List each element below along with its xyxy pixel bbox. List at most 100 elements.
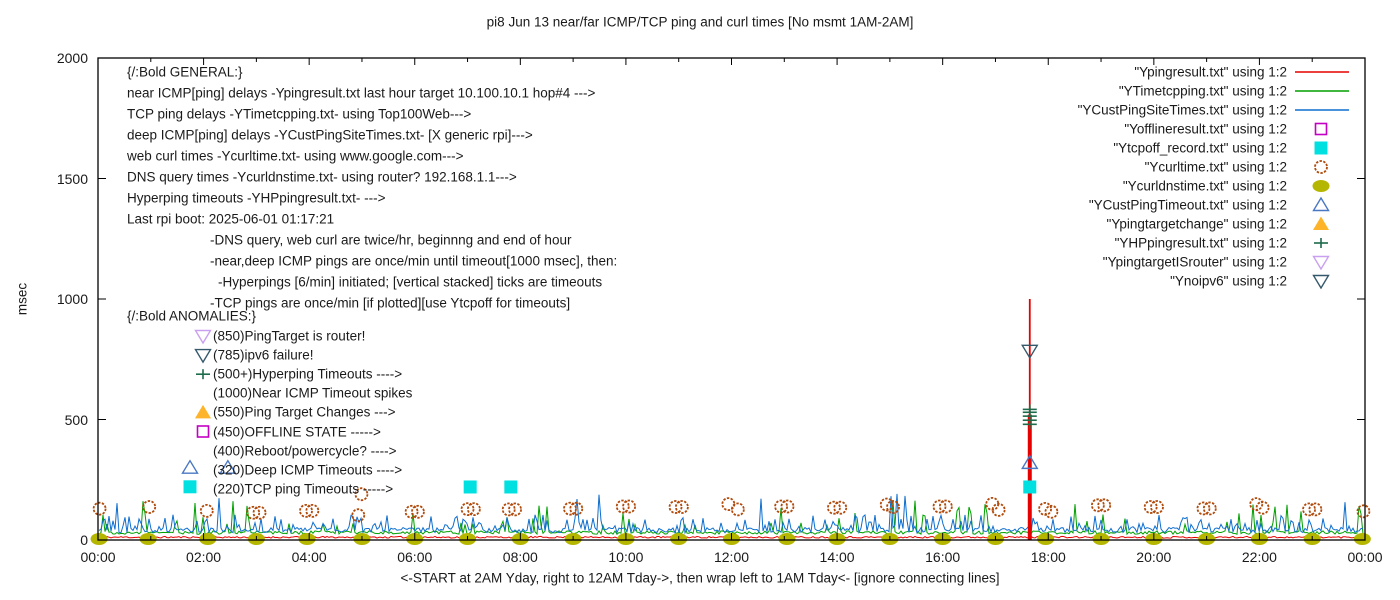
legend-item-label: "Ycurltime.txt" using 1:2 — [1144, 159, 1287, 175]
data-point-circle-open — [615, 499, 630, 514]
legend-item-label: "YCustPingSiteTimes.txt" using 1:2 — [1077, 102, 1287, 118]
anomaly-note-line: (785)ipv6 failure! — [213, 347, 314, 363]
data-point-circle-open — [460, 502, 475, 517]
data-point-circle-open — [886, 500, 900, 514]
y-tick-label: 2000 — [56, 50, 88, 66]
anomaly-note-line: (850)PingTarget is router! — [213, 328, 366, 344]
data-point-circle-open — [404, 504, 419, 519]
x-tick-label: 08:00 — [502, 549, 538, 565]
data-point-circle-open — [142, 500, 157, 514]
data-point-square-filled — [504, 480, 518, 494]
legend-item-label: "Ytcpoff_record.txt" using 1:2 — [1113, 140, 1287, 156]
data-point-circle-open — [991, 502, 1006, 517]
data-point-triangle-up-open — [1021, 454, 1039, 470]
legend-item-label: "YTimetcpping.txt" using 1:2 — [1118, 83, 1287, 99]
x-tick-label: 00:00 — [1347, 549, 1383, 565]
x-tick-label: 22:00 — [1241, 549, 1277, 565]
general-note-line: DNS query times -Ycurldnstime.txt- using… — [127, 169, 517, 185]
data-point-circle-filled — [199, 533, 217, 546]
x-axis-label: <-START at 2AM Yday, right to 12AM Tday-… — [400, 570, 1000, 586]
data-point-circle-open — [1356, 504, 1371, 519]
data-point-circle-open — [730, 502, 745, 517]
anomaly-key-triangle-up-open — [181, 459, 199, 474]
data-point-circle-open — [508, 502, 522, 517]
legend-sample-square-open — [1314, 122, 1328, 136]
legend-item-label: "Ypingtargetchange" using 1:2 — [1106, 216, 1287, 232]
anomaly-note-line: (320)Deep ICMP Timeouts ----> — [213, 462, 403, 478]
x-tick-label: 10:00 — [608, 549, 644, 565]
data-point-circle-open — [833, 500, 848, 515]
x-tick-label: 16:00 — [925, 549, 961, 565]
general-note-line: {/:Bold GENERAL:} — [127, 64, 243, 80]
legend-sample-triangle-down-open — [1312, 274, 1330, 290]
legend-sample-triangle-down-open — [1312, 255, 1330, 271]
chart-title: pi8 Jun 13 near/far ICMP/TCP ping and cu… — [486, 14, 914, 30]
data-point-circle-filled — [1037, 533, 1055, 546]
anomaly-key-triangle-up-filled — [195, 404, 211, 419]
legend-item-label: "YCustPingTimeout.txt" using 1:2 — [1088, 197, 1287, 213]
x-tick-label: 20:00 — [1136, 549, 1172, 565]
y-axis-label: msec — [14, 282, 30, 316]
general-note-line: Last rpi boot: 2025-06-01 01:17:21 — [127, 211, 335, 227]
data-point-circle-open — [305, 503, 320, 518]
data-point-circle-open — [1143, 500, 1158, 514]
data-point-circle-filled — [90, 533, 108, 546]
data-point-triangle-down-open — [1021, 344, 1039, 360]
data-point-circle-open — [569, 501, 584, 516]
legend-sample-circle-open — [1314, 160, 1328, 174]
x-tick-label: 06:00 — [397, 549, 433, 565]
data-point-circle-open — [1150, 500, 1164, 514]
data-point-circle-open — [1044, 504, 1059, 519]
data-point-circle-open — [1308, 502, 1323, 517]
data-point-circle-open — [252, 505, 267, 520]
data-point-circle-open — [879, 497, 894, 512]
data-point-circle-open — [938, 499, 953, 514]
x-tick-label: 04:00 — [291, 549, 327, 565]
data-point-circle-filled — [139, 533, 157, 546]
data-point-triangle-up-open — [219, 459, 237, 474]
y-tick-label: 500 — [64, 411, 88, 428]
y-tick-label: 1000 — [56, 291, 88, 307]
x-tick-label: 12:00 — [713, 549, 750, 565]
data-point-circle-open — [668, 500, 683, 514]
data-point-circle-open — [351, 508, 366, 523]
anomaly-key-triangle-down-open — [194, 348, 212, 364]
data-point-circle-open — [1249, 497, 1264, 511]
general-note-line: web curl times -Ycurltime.txt- using www… — [127, 148, 464, 164]
data-point-square-filled — [1023, 480, 1037, 494]
anomaly-key-square-filled — [183, 480, 197, 494]
general-note-line: -near,deep ICMP pings are once/min until… — [210, 253, 618, 269]
legend-item-label: "YHPpingresult.txt" using 1:2 — [1114, 235, 1287, 251]
data-point-circle-open — [1038, 502, 1052, 516]
anomaly-note-line: (500+)Hyperping Timeouts ----> — [213, 366, 403, 382]
general-note-line: -TCP pings are once/min [if plotted][use… — [210, 295, 571, 311]
legend-item-label: "Ynoipv6" using 1:2 — [1170, 273, 1287, 289]
legend-item-label: "Ycurldnstime.txt" using 1:2 — [1122, 178, 1287, 194]
legend-sample-triangle-up-open — [1312, 196, 1330, 212]
anomaly-key-triangle-down-open — [194, 329, 212, 345]
general-note-line: TCP ping delays -YTimetcpping.txt- using… — [127, 106, 472, 122]
data-point-circle-open — [1097, 498, 1112, 513]
data-point-circle-open — [1090, 498, 1105, 513]
legend-sample-circle-filled — [1312, 180, 1330, 192]
general-note-line: -Hyperpings [6/min] initiated; [vertical… — [218, 274, 603, 290]
anomaly-key-square-open — [196, 425, 210, 438]
data-point-circle-open — [774, 499, 789, 514]
x-tick-label: 18:00 — [1030, 549, 1066, 565]
legend-item-label: "Ypingresult.txt" using 1:2 — [1134, 64, 1287, 80]
x-tick-label: 00:00 — [80, 549, 116, 565]
data-point-circle-open — [199, 503, 214, 518]
x-tick-label: 14:00 — [819, 549, 855, 565]
general-note-line: -DNS query, web curl are twice/hr, begin… — [210, 232, 572, 248]
data-point-circle-open — [92, 501, 107, 516]
data-point-circle-open — [411, 504, 425, 519]
anomaly-note-line: (450)OFFLINE STATE -----> — [213, 424, 381, 439]
general-note-line: deep ICMP[ping] delays -YCustPingSiteTim… — [127, 127, 533, 143]
data-point-circle-filled — [298, 533, 316, 546]
general-note-line: near ICMP[ping] delays -Ypingresult.txt … — [127, 85, 596, 101]
data-point-circle-open — [827, 500, 841, 515]
data-point-circle-open — [780, 499, 795, 514]
data-point-square-filled — [463, 480, 477, 494]
